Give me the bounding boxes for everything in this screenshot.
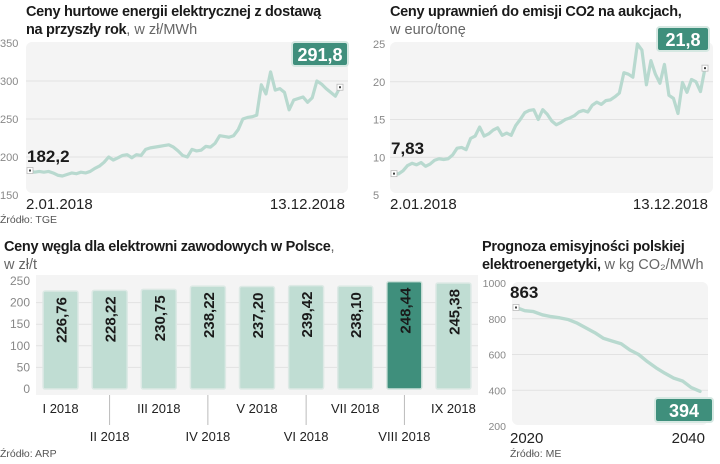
coal-category-label: IV 2018 (185, 429, 230, 444)
energy-title-line2: na przyszły rok (26, 22, 127, 38)
coal-bar-value-label: 237,20 (250, 293, 267, 339)
coal-bar (238, 285, 276, 390)
coal-bar (140, 288, 178, 390)
energy-start-value-label: 182,2 (27, 147, 70, 166)
coal-bar-value-label: 239,42 (299, 292, 316, 338)
co2-start-marker-dot (393, 172, 395, 175)
coal-ytick: 100 (10, 339, 30, 353)
energy-x-end-label: 13.12.2018 (270, 196, 345, 213)
co2-series-line (392, 42, 707, 176)
co2-x-end-label: 13.12.2018 (633, 196, 708, 213)
coal-ytick: 200 (10, 296, 30, 310)
coal-bar (189, 285, 227, 390)
coal-bar (42, 290, 79, 390)
coal-category-label: V 2018 (236, 401, 277, 416)
energy-ytick: 150 (0, 190, 18, 202)
coal-category-label: VIII 2018 (378, 429, 430, 444)
emission-title-line2: elektroenergetyki, (482, 257, 601, 273)
emission-x-start-label: 2020 (510, 430, 543, 447)
coal-unit: w zł/t (4, 257, 38, 273)
energy-start-marker-dot (29, 169, 31, 172)
energy-ytick: 250 (0, 114, 18, 126)
co2-ytick: 15 (373, 115, 385, 127)
coal-bar (91, 289, 128, 390)
emission-ytick: 800 (488, 314, 506, 326)
energy-title-line1: Ceny hurtowe energii elektrycznej z dost… (26, 4, 321, 20)
emission-x-end-label: 2040 (672, 430, 705, 447)
co2-ytick: 5 (373, 190, 379, 202)
emission-unit: w kg CO₂/MWh (604, 257, 704, 273)
coal-category-label: VI 2018 (284, 429, 329, 444)
energy-source: Źródło: TGE (0, 214, 57, 226)
co2-ytick: 20 (373, 77, 385, 89)
coal-category-label: VII 2018 (331, 401, 379, 416)
emission-ytick: 600 (488, 350, 506, 362)
coal-category-label: II 2018 (90, 429, 130, 444)
coal-bar (435, 282, 472, 390)
coal-ytick: 50 (17, 360, 31, 374)
co2-ytick: 25 (373, 39, 385, 51)
emission-ytick: 1000 (483, 278, 507, 290)
co2-start-value-label: 7,83 (391, 139, 424, 158)
emission-end-value-label: 394 (669, 401, 699, 421)
co2-plot-bg (390, 42, 713, 193)
energy-ytick: 350 (0, 38, 18, 50)
coal-bar-value-label: 245,38 (446, 289, 463, 335)
emission-source: Źródło: ME (510, 448, 562, 460)
coal-chart-title: Ceny węgla dla elektrowni zawodowych w P… (4, 239, 335, 273)
energy-series-line (28, 70, 342, 178)
co2-chart-title: Ceny uprawnień do emisji CO2 na aukcjach… (390, 3, 682, 39)
coal-bar-value-label: 228,22 (103, 296, 120, 342)
coal-bar-value-label: 230,75 (152, 295, 169, 341)
energy-ytick: 300 (0, 76, 18, 88)
coal-bar-value-label: 238,22 (201, 292, 218, 338)
co2-ytick: 10 (373, 152, 385, 164)
energy-end-value-label: 291,8 (297, 45, 342, 65)
coal-title: Ceny węgla dla elektrowni zawodowych w P… (4, 239, 331, 255)
energy-unit: , w zł/MWh (126, 22, 198, 38)
coal-bar (287, 284, 325, 390)
energy-end-marker-dot (339, 86, 341, 89)
coal-category-label: III 2018 (137, 401, 180, 416)
co2-title-line1: Ceny uprawnień do emisji CO2 na aukcjach… (390, 4, 682, 20)
emission-ytick: 200 (488, 421, 506, 433)
emission-start-value-label: 863 (510, 283, 538, 302)
coal-ytick: 0 (23, 382, 30, 396)
co2-unit: w euro/tonę (390, 22, 466, 38)
energy-chart-title: Ceny hurtowe energii elektrycznej z dost… (26, 3, 321, 39)
energy-end-value-badge (291, 41, 349, 67)
coal-bar (386, 280, 423, 390)
co2-x-start-label: 2.01.2018 (390, 196, 457, 213)
energy-ytick: 200 (0, 152, 18, 164)
emission-series-line (514, 305, 702, 394)
energy-x-start-label: 2.01.2018 (26, 196, 93, 213)
coal-bar-value-label: 248,44 (397, 287, 414, 334)
emission-start-marker-dot (515, 306, 517, 309)
co2-end-value-label: 21,8 (665, 30, 700, 50)
coal-source: Źródło: ARP (0, 448, 57, 460)
coal-bar-value-label: 226,76 (54, 297, 71, 343)
coal-bar-value-label: 238,10 (348, 292, 365, 338)
co2-end-value-badge (656, 26, 710, 52)
emission-chart-title: Prognoza emisyjności polskiej elektroene… (482, 238, 704, 274)
emission-ytick: 400 (488, 385, 506, 397)
coal-ytick: 150 (10, 317, 30, 331)
coal-category-label: IX 2018 (431, 401, 476, 416)
coal-bar (336, 285, 374, 390)
co2-end-marker-dot (704, 67, 706, 70)
emission-end-value-badge (654, 397, 714, 423)
coal-ytick: 250 (10, 274, 30, 288)
coal-category-label: I 2018 (42, 401, 78, 416)
emission-title-line1: Prognoza emisyjności polskiej (482, 239, 685, 255)
